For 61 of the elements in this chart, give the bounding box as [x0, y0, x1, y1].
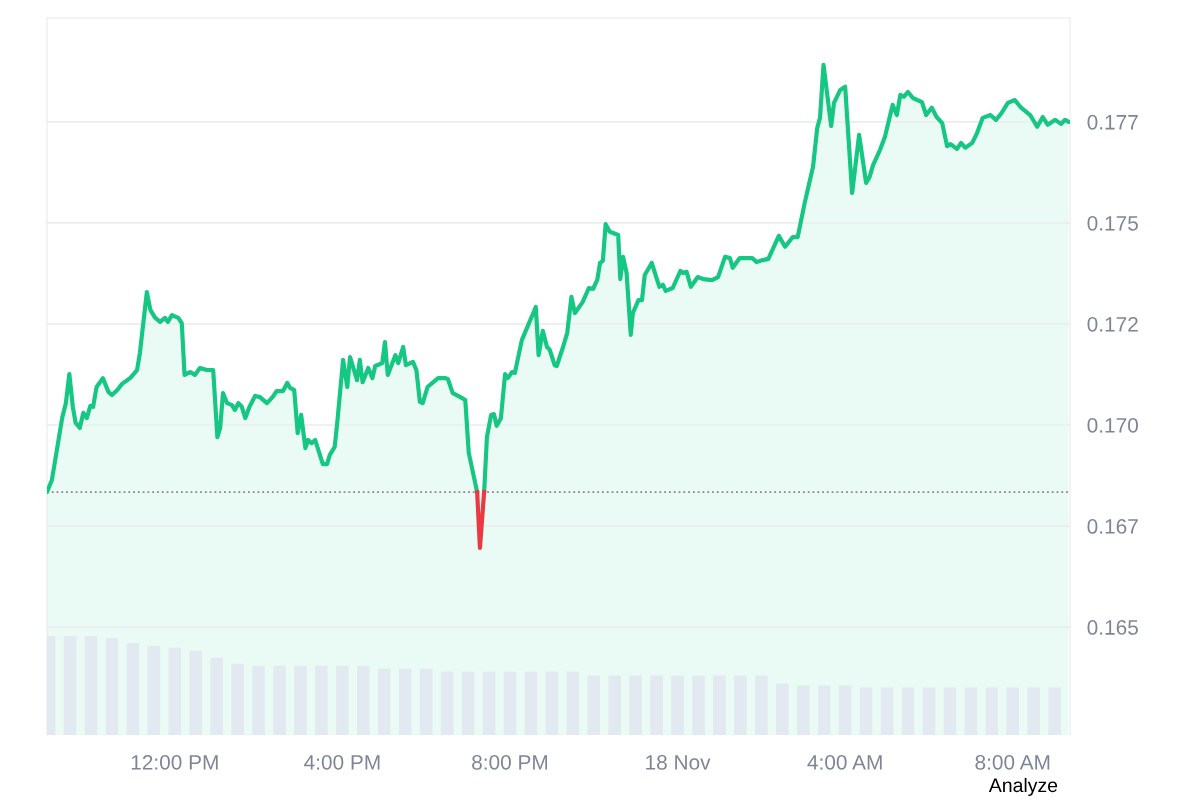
- bar: [189, 650, 203, 735]
- y-tick-label: 0.165: [1087, 620, 1138, 635]
- bar: [63, 635, 77, 735]
- bar: [252, 665, 265, 735]
- bar: [922, 687, 936, 735]
- bar: [357, 665, 370, 735]
- x-tick-label: 8:00 AM: [975, 754, 1050, 770]
- bar: [1048, 687, 1061, 735]
- bar: [796, 685, 810, 735]
- bar: [838, 685, 852, 735]
- bar: [482, 671, 496, 735]
- bar: [126, 642, 140, 735]
- bar: [105, 637, 119, 735]
- bar: [713, 675, 726, 735]
- x-tick-label: 8:00 PM: [472, 754, 548, 770]
- bar: [943, 687, 957, 735]
- bar: [1027, 687, 1040, 735]
- bar: [776, 683, 789, 735]
- bar: [964, 687, 978, 735]
- bar: [419, 668, 433, 735]
- y-tick-label: 0.177: [1087, 114, 1138, 130]
- bar: [84, 635, 98, 735]
- bar: [377, 668, 391, 735]
- y-tick-label: 0.172: [1087, 316, 1138, 332]
- bar: [629, 675, 642, 735]
- bar: [545, 671, 559, 735]
- y-tick-label: 0.170: [1087, 418, 1138, 433]
- bar: [336, 665, 349, 735]
- bar: [503, 671, 517, 735]
- bar: [608, 675, 621, 735]
- bar: [880, 687, 894, 735]
- y-tick-label: 0.167: [1087, 519, 1138, 534]
- bar: [692, 675, 705, 735]
- bar: [566, 671, 580, 735]
- bar: [671, 675, 684, 735]
- bar: [440, 671, 454, 735]
- x-tick-label: 4:00 PM: [304, 754, 380, 770]
- bar: [1006, 687, 1020, 735]
- bar: [210, 657, 223, 735]
- bar: [398, 668, 412, 735]
- bar: [147, 645, 161, 735]
- bar: [461, 671, 475, 735]
- bar: [168, 647, 182, 735]
- bar: [859, 687, 873, 735]
- bar: [315, 665, 328, 735]
- bar: [231, 663, 244, 735]
- bar: [817, 685, 831, 735]
- bar: [524, 671, 538, 735]
- x-tick-label: 4:00 AM: [807, 754, 882, 770]
- text: Analyze: [988, 777, 1058, 796]
- bar: [985, 687, 999, 735]
- bar: [901, 687, 915, 735]
- bar: [734, 675, 747, 735]
- bar: [755, 675, 768, 735]
- bar: [650, 675, 663, 735]
- bar: [273, 665, 286, 735]
- x-tick-label: 12:00 PM: [131, 754, 218, 770]
- y-tick-label: 0.175: [1087, 215, 1138, 231]
- bar: [587, 675, 601, 735]
- x-tick-label: 18 Nov: [646, 754, 711, 770]
- bar: [294, 665, 307, 735]
